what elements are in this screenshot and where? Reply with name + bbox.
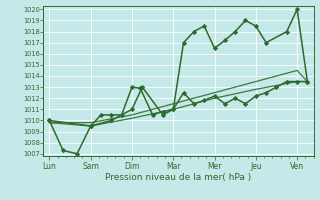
X-axis label: Pression niveau de la mer( hPa ): Pression niveau de la mer( hPa )	[105, 173, 252, 182]
